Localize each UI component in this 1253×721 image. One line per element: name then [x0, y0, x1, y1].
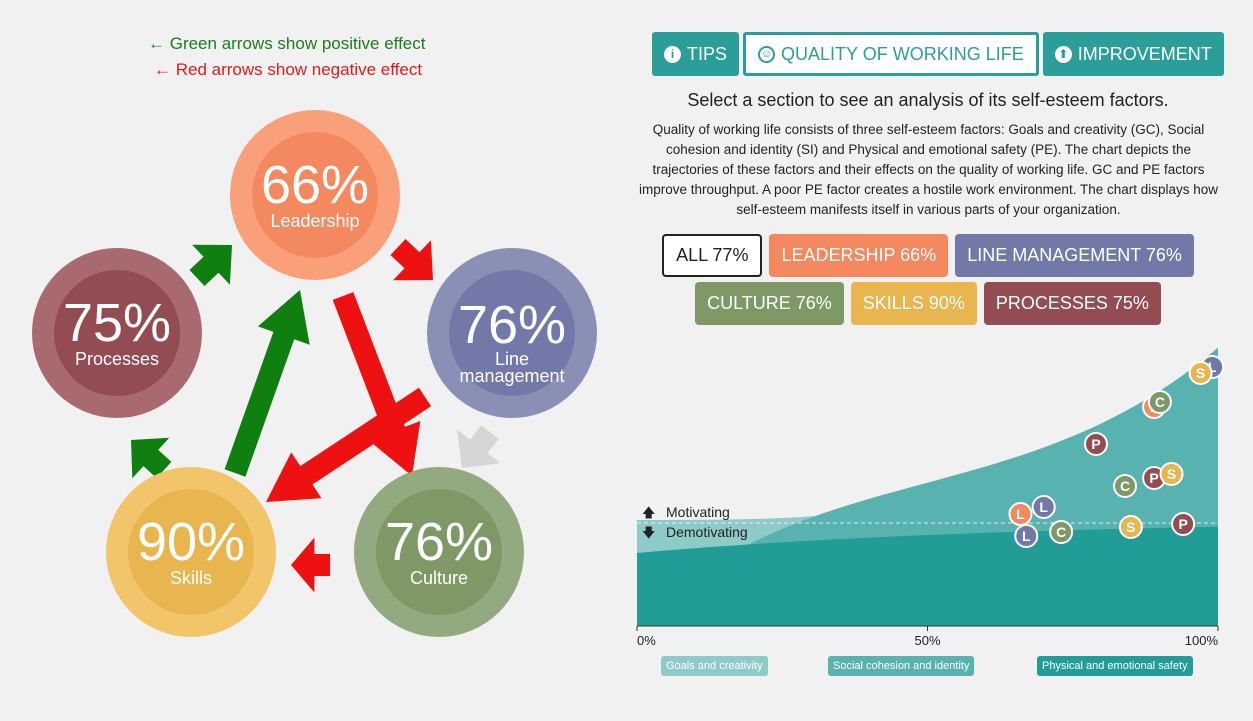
filter-leadership[interactable]: LEADERSHIP 66% [769, 234, 949, 277]
filter-culture[interactable]: CULTURE 76% [695, 282, 844, 325]
chart-marker: S [1188, 361, 1213, 385]
circle-inner [252, 132, 378, 258]
effects-diagram: 66%Leadership76%Linemanagement76%Culture… [32, 110, 597, 637]
marker-dot [1171, 512, 1196, 536]
marker-letter: S [1126, 519, 1135, 535]
negative-arrow-icon [266, 387, 432, 502]
chart-marker: S [1159, 462, 1184, 486]
negative-arrow-icon [390, 239, 433, 281]
marker-letter: P [1178, 516, 1187, 532]
marker-letter: L [1039, 499, 1048, 515]
circle-percent: 90% [137, 512, 245, 572]
circle-percent: 76% [458, 295, 566, 355]
series-label-goals: Goals and creativity [661, 656, 768, 676]
filter-processes[interactable]: PROCESSES 75% [983, 282, 1161, 325]
motivating-label: Motivating [666, 504, 730, 520]
series-label-safety: Physical and emotional safety [1037, 656, 1193, 676]
marker-dot [1118, 515, 1143, 539]
tab-bar: i TIPS ☺ QUALITY OF WORKING LIFE ⬆ IMPRO… [652, 32, 1224, 76]
chart-marker: L [1014, 524, 1039, 548]
chart-marker: C [1113, 474, 1138, 498]
series-label-social: Social cohesion and identity [828, 656, 975, 676]
chart-marker: L [1008, 502, 1033, 526]
legend-positive: ← Green arrows show positive effect [148, 34, 426, 53]
tab-tips[interactable]: i TIPS [652, 32, 740, 76]
legend-negative: ← Red arrows show negative effect [154, 60, 423, 79]
x-tick-label: 50% [914, 633, 940, 648]
filter-row: CULTURE 76% SKILLS 90% PROCESSES 75% [628, 282, 1228, 325]
x-tick-label: 0% [637, 633, 656, 648]
circle-label: management [459, 366, 564, 386]
marker-letter: S [1196, 365, 1205, 381]
marker-dot [1083, 432, 1108, 456]
arrow-down-icon: 🡇 [642, 525, 655, 540]
marker-dot [1147, 390, 1172, 414]
filter-all[interactable]: ALL 77% [662, 234, 763, 277]
marker-dot [1159, 462, 1184, 486]
filter-line-management[interactable]: LINE MANAGEMENT 76% [955, 234, 1194, 277]
neutral-arrow-icon [457, 425, 501, 468]
marker-letter: C [1155, 394, 1165, 410]
chart-marker: C [1049, 520, 1074, 544]
circle-percent: 75% [63, 293, 171, 353]
chart-marker: S [1118, 515, 1143, 539]
circle-label: Culture [410, 568, 468, 588]
circle-skills: 90%Skills [106, 467, 276, 637]
section-subtitle: Select a section to see an analysis of i… [687, 90, 1169, 110]
circle-label: Skills [170, 568, 212, 588]
area-physical-and-emotional-safety [637, 526, 1218, 626]
circle-label: Line [495, 349, 529, 369]
marker-letter: P [1149, 470, 1158, 486]
section-description: Quality of working life consists of thre… [638, 122, 1219, 217]
circle-inner [449, 270, 575, 396]
smiley-icon: ☺ [758, 45, 776, 63]
tab-improvement-label: IMPROVEMENT [1077, 43, 1212, 64]
info-icon: i [664, 45, 681, 63]
chart-marker: P [1083, 432, 1108, 456]
circle-leadership: 66%Leadership [230, 110, 400, 280]
marker-letter: C [1120, 478, 1130, 494]
tab-tips-label: TIPS [687, 43, 728, 64]
marker-dot [1113, 474, 1138, 498]
negative-arrow-icon [332, 292, 421, 476]
circle-inner [128, 489, 254, 615]
marker-letter: L [1208, 359, 1217, 375]
marker-letter: P [1091, 436, 1100, 452]
marker-letter: C [1056, 524, 1066, 540]
marker-letter: L [1022, 528, 1031, 544]
x-tick-label: 100% [1185, 633, 1219, 648]
circle-processes: 75%Processes [32, 248, 202, 418]
arrow-up-circle-icon: ⬆ [1054, 45, 1072, 63]
self-esteem-chart: 🡅Motivating🡇Demotivating0%50%100%LSLCPCP… [636, 347, 1225, 648]
circle-inner [54, 270, 180, 396]
chart-marker: P [1171, 512, 1196, 536]
circle-label: Leadership [270, 211, 359, 231]
arrow-up-icon: 🡅 [642, 505, 655, 520]
circle-culture: 76%Culture [354, 467, 524, 637]
marker-dot [1008, 502, 1033, 526]
marker-dot [1188, 361, 1213, 385]
negative-arrow-icon [291, 537, 330, 593]
tab-quality-of-working-life[interactable]: ☺ QUALITY OF WORKING LIFE [743, 32, 1039, 76]
positive-arrow-icon [131, 437, 172, 479]
chart-marker: C [1147, 390, 1172, 414]
tab-quality-label: QUALITY OF WORKING LIFE [781, 43, 1024, 64]
marker-dot [1049, 520, 1074, 544]
marker-letter: L [1016, 506, 1025, 522]
chart-marker: L [1031, 495, 1056, 519]
circle-label: Processes [75, 349, 159, 369]
marker-letter: S [1167, 466, 1176, 482]
demotivating-label: Demotivating [666, 524, 748, 540]
positive-arrow-icon [189, 244, 232, 286]
filter-row: ALL 77% LEADERSHIP 66% LINE MANAGEMENT 7… [628, 234, 1228, 277]
marker-dot [1014, 524, 1039, 548]
circle-percent: 76% [385, 512, 493, 572]
marker-dot [1031, 495, 1056, 519]
tab-improvement[interactable]: ⬆ IMPROVEMENT [1042, 32, 1224, 76]
circle-inner [376, 489, 502, 615]
filter-skills[interactable]: SKILLS 90% [850, 282, 977, 325]
circle-percent: 66% [261, 155, 369, 215]
positive-arrow-icon [224, 290, 310, 477]
